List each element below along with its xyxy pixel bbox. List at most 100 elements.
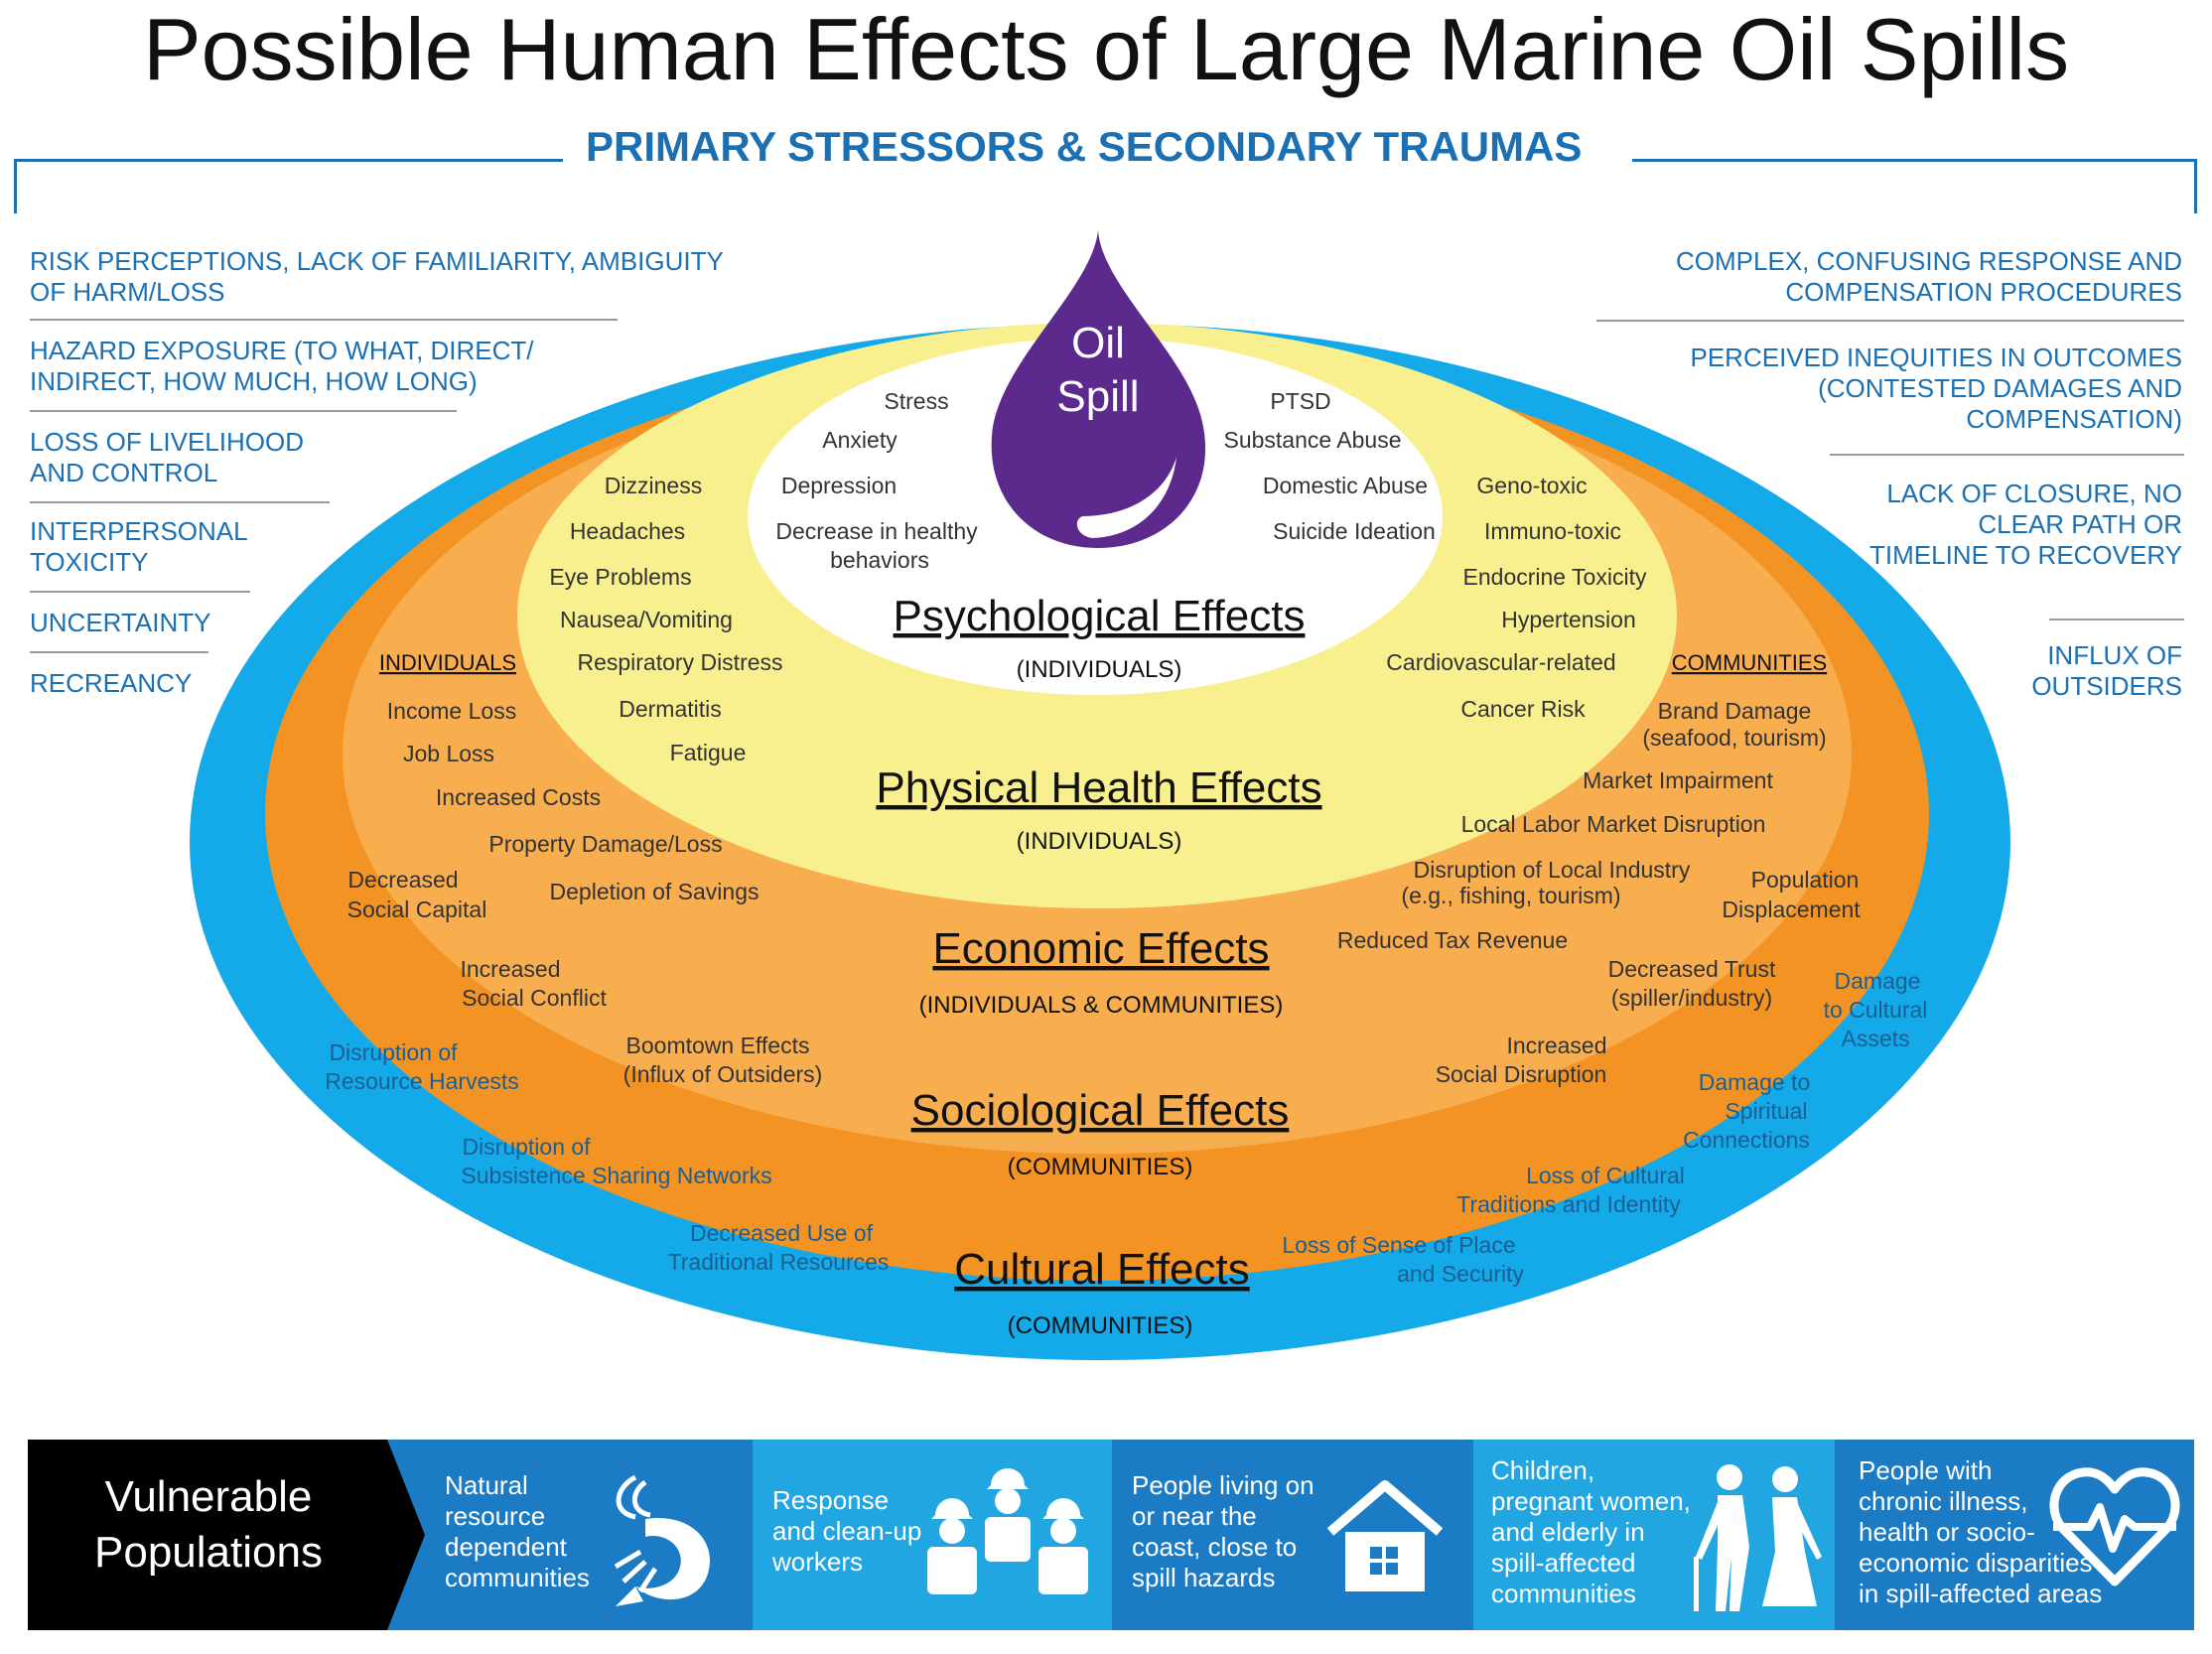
cultural-scope: (COMMUNITIES) bbox=[1008, 1312, 1193, 1339]
psych-scope: (INDIVIDUALS) bbox=[1017, 656, 1182, 683]
economic-scope: (INDIVIDUALS & COMMUNITIES) bbox=[919, 992, 1284, 1019]
group-text: in spill-affected areas bbox=[1859, 1579, 2103, 1608]
cultural-item: Loss of Cultural bbox=[1526, 1163, 1685, 1188]
cultural-item: Damage to bbox=[1699, 1069, 1811, 1095]
divider bbox=[1596, 320, 2184, 322]
sociological-item: Decreased Trust bbox=[1608, 956, 1776, 982]
physical-item: Dizziness bbox=[605, 473, 702, 498]
house-icon bbox=[1326, 1480, 1444, 1591]
sociological-item: Increased bbox=[1506, 1033, 1606, 1058]
divider bbox=[1830, 454, 2184, 456]
stressor-right-4: INFLUX OF OUTSIDERS bbox=[2031, 640, 2182, 701]
effects-diagram: Oil Spill Stress Anxiety Depression Decr… bbox=[190, 230, 2010, 1360]
group-text: Children, bbox=[1491, 1455, 1595, 1485]
cultural-item: Traditional Resources bbox=[668, 1249, 890, 1275]
group-text: and clean-up bbox=[772, 1516, 922, 1546]
vulnerable-group-coastal: People living on or near the coast, clos… bbox=[1132, 1470, 1314, 1593]
cultural-item: Loss of Sense of Place bbox=[1282, 1232, 1515, 1258]
cultural-item: Assets bbox=[1841, 1026, 1909, 1051]
section-subtitle: PRIMARY STRESSORS & SECONDARY TRAUMAS bbox=[586, 123, 1583, 170]
vulnerable-group-chronic-illness: People with chronic illness, health or s… bbox=[1859, 1455, 2102, 1609]
group-text: chronic illness, bbox=[1859, 1486, 2028, 1516]
economic-item: Depletion of Savings bbox=[550, 879, 760, 904]
physical-item: Nausea/Vomiting bbox=[560, 607, 733, 632]
stressor-left-5: UNCERTAINTY bbox=[30, 608, 211, 637]
group-text: pregnant women, bbox=[1491, 1486, 1691, 1516]
stressor-left-1: RISK PERCEPTIONS, LACK OF FAMILIARITY, A… bbox=[30, 246, 724, 307]
vulnerable-label-line2: Populations bbox=[94, 1528, 323, 1577]
shrimp-icon bbox=[614, 1474, 711, 1606]
divider bbox=[2049, 619, 2184, 620]
physical-item: Hypertension bbox=[1501, 607, 1636, 632]
group-text: health or socio- bbox=[1859, 1517, 2035, 1547]
physical-item: Cardiovascular-related bbox=[1386, 649, 1615, 675]
economic-item: Property Damage/Loss bbox=[488, 831, 722, 857]
physical-scope: (INDIVIDUALS) bbox=[1017, 828, 1182, 855]
economic-item: Brand Damage bbox=[1658, 698, 1812, 724]
economic-item: (seafood, tourism) bbox=[1642, 725, 1826, 751]
psych-heading: Psychological Effects bbox=[894, 592, 1306, 640]
cultural-item: to Cultural bbox=[1824, 997, 1928, 1023]
divider bbox=[30, 591, 250, 593]
psych-item: Stress bbox=[884, 388, 948, 414]
divider bbox=[30, 501, 330, 503]
individuals-label: INDIVIDUALS bbox=[379, 650, 516, 675]
economic-item: Reduced Tax Revenue bbox=[1337, 927, 1568, 953]
cultural-item: Subsistence Sharing Networks bbox=[461, 1163, 771, 1188]
cultural-item: and Security bbox=[1397, 1261, 1524, 1287]
economic-item: Local Labor Market Disruption bbox=[1461, 811, 1766, 837]
cultural-item: Decreased Use of bbox=[690, 1220, 874, 1246]
sociological-item: Social Disruption bbox=[1436, 1061, 1607, 1087]
vulnerable-group-natural-resource: Natural resource dependent communities bbox=[445, 1470, 590, 1593]
psych-item: Suicide Ideation bbox=[1273, 518, 1436, 544]
group-text: economic disparities bbox=[1859, 1548, 2093, 1578]
group-text: workers bbox=[772, 1547, 864, 1577]
group-text: Response bbox=[772, 1485, 890, 1515]
page-title: Possible Human Effects of Large Marine O… bbox=[142, 0, 2070, 98]
cultural-item: Disruption of bbox=[462, 1134, 591, 1160]
sociological-item: Decreased bbox=[347, 867, 458, 893]
economic-item: Market Impairment bbox=[1583, 767, 1773, 793]
divider bbox=[30, 410, 457, 412]
sociological-item: Increased bbox=[460, 956, 560, 982]
vulnerable-label-arrow bbox=[28, 1440, 425, 1630]
oil-label-1: Oil bbox=[1071, 319, 1125, 367]
physical-item: Fatigue bbox=[670, 740, 747, 765]
group-text: resource bbox=[445, 1501, 546, 1531]
cultural-item: Traditions and Identity bbox=[1456, 1191, 1681, 1217]
sociological-heading: Sociological Effects bbox=[911, 1086, 1290, 1135]
sociological-item: (spiller/industry) bbox=[1611, 985, 1772, 1011]
sociological-item: (Influx of Outsiders) bbox=[623, 1061, 823, 1087]
sociological-item: Boomtown Effects bbox=[626, 1033, 810, 1058]
psych-item: Domestic Abuse bbox=[1263, 473, 1428, 498]
group-text: spill hazards bbox=[1132, 1563, 1276, 1592]
cultural-item: Spiritual bbox=[1725, 1098, 1807, 1124]
group-text: People living on bbox=[1132, 1470, 1314, 1500]
vulnerable-group-workers: Response and clean-up workers bbox=[772, 1485, 921, 1578]
physical-item: Geno-toxic bbox=[1476, 473, 1587, 498]
economic-item: Income Loss bbox=[387, 698, 516, 724]
physical-item: Endocrine Toxicity bbox=[1463, 564, 1647, 590]
physical-item: Cancer Risk bbox=[1460, 696, 1586, 722]
physical-item: Respiratory Distress bbox=[577, 649, 782, 675]
group-text: or near the bbox=[1132, 1501, 1257, 1531]
sociological-item: Social Capital bbox=[347, 896, 487, 922]
cultural-item: Connections bbox=[1683, 1127, 1810, 1153]
physical-item: Eye Problems bbox=[549, 564, 691, 590]
heartbeat-icon bbox=[2049, 1467, 2180, 1586]
psych-item: Anxiety bbox=[822, 427, 898, 453]
stressor-right-3: LACK OF CLOSURE, NO CLEAR PATH OR TIMELI… bbox=[1869, 479, 2182, 570]
psych-item: Substance Abuse bbox=[1223, 427, 1401, 453]
bracket-left bbox=[14, 159, 563, 213]
divider bbox=[30, 651, 208, 653]
cultural-item: Disruption of bbox=[329, 1039, 458, 1065]
group-text: spill-affected bbox=[1491, 1548, 1636, 1578]
vulnerable-group-children-elderly: Children, pregnant women, and elderly in… bbox=[1491, 1455, 1691, 1609]
economic-item: (e.g., fishing, tourism) bbox=[1401, 883, 1620, 908]
group-text: communities bbox=[1491, 1579, 1636, 1608]
psych-item: behaviors bbox=[830, 547, 929, 573]
group-text: communities bbox=[445, 1563, 590, 1592]
bracket-right bbox=[1632, 159, 2197, 213]
group-text: People with bbox=[1859, 1455, 1993, 1485]
stressor-left-6: RECREANCY bbox=[30, 668, 193, 698]
